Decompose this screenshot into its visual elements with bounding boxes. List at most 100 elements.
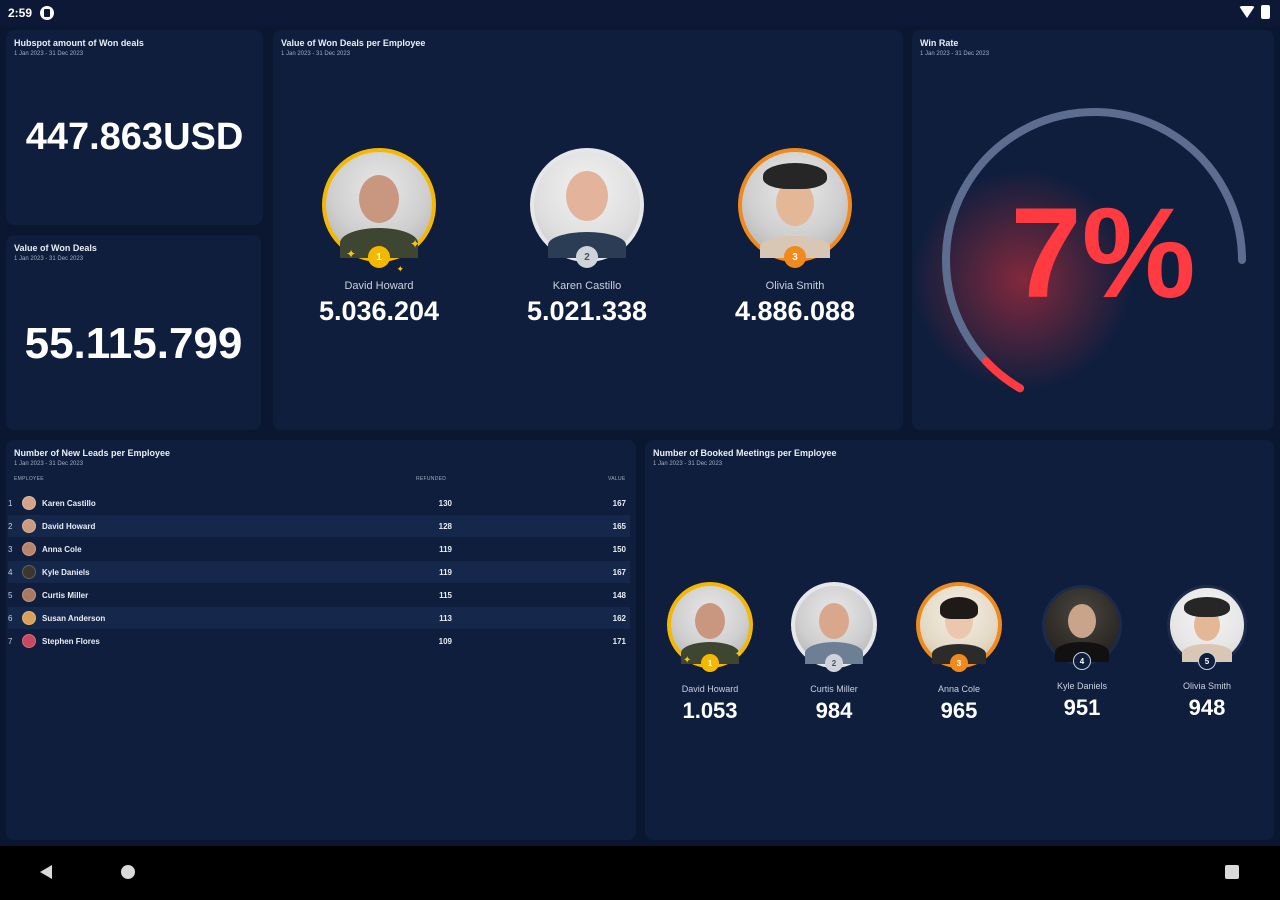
kpi-value: 55.115.799 <box>24 319 243 368</box>
row-employee-name: Stephen Flores <box>42 636 100 646</box>
row-value: 165 <box>612 521 626 531</box>
table-row[interactable]: 3 Anna Cole 119 150 <box>8 538 630 560</box>
hubspot-won-card: Hubspot amount of Won deals 1 Jan 2023 -… <box>6 30 263 225</box>
row-avatar <box>22 496 36 510</box>
person-name: Karen Castillo <box>552 280 622 292</box>
row-rank: 3 <box>8 544 13 554</box>
row-rank: 4 <box>8 567 13 577</box>
app-notification-icon <box>40 6 55 20</box>
avatar-face <box>1068 604 1096 639</box>
circle-home-icon[interactable] <box>121 865 135 879</box>
row-rank: 6 <box>8 613 13 623</box>
hair-shape <box>940 596 978 619</box>
person-name: Kyle Daniels <box>1056 681 1108 691</box>
gauge-track <box>942 108 1246 393</box>
gauge-fill <box>982 357 1024 393</box>
rank-badge: 3 <box>950 654 968 672</box>
triangle-back-icon[interactable] <box>40 865 52 879</box>
meetings-person-3[interactable]: 3 Anna Cole 965 <box>904 582 1014 724</box>
person-name: Olivia Smith <box>1182 681 1231 691</box>
square-recents-icon[interactable] <box>1225 865 1239 879</box>
avatar: 4 <box>1042 585 1122 670</box>
row-value: 171 <box>612 636 626 646</box>
avatar: 5 <box>1167 585 1247 670</box>
row-refunded: 115 <box>439 590 452 600</box>
row-employee-name: Susan Anderson <box>42 613 106 623</box>
meetings-person-4[interactable]: 4 Kyle Daniels 951 <box>1027 582 1137 721</box>
column-header-refunded: REFUNDED <box>416 476 447 482</box>
won-per-employee-card: Value of Won Deals per Employee 1 Jan 20… <box>273 30 903 430</box>
person-name: David Howard <box>344 280 414 292</box>
person-value: 1.053 <box>682 698 738 723</box>
column-header-employee: EMPLOYEE <box>14 476 44 482</box>
row-value: 162 <box>612 613 626 623</box>
card-subtitle: 1 Jan 2023 - 31 Dec 2023 <box>653 461 723 467</box>
row-avatar <box>22 565 36 579</box>
table-row[interactable]: 1 Karen Castillo 130 167 <box>8 492 630 514</box>
person-value: 948 <box>1188 695 1226 720</box>
row-refunded: 128 <box>438 521 452 531</box>
win-rate-card: Win Rate 1 Jan 2023 - 31 Dec 2023 7% <box>912 30 1274 430</box>
avatar: 3 <box>738 148 852 268</box>
row-employee-name: Curtis Miller <box>42 590 89 600</box>
card-subtitle: 1 Jan 2023 - 31 Dec 2023 <box>14 461 84 467</box>
podium-person-1[interactable]: 1 ✦ ✦ ✦ David Howard 5.036.204 <box>293 148 465 327</box>
rank-badge: 1 <box>368 246 390 268</box>
status-time: 2:59 <box>8 6 33 20</box>
row-employee-name: Kyle Daniels <box>42 567 90 577</box>
win-rate-value: 7% <box>1010 182 1196 325</box>
table-row[interactable]: 5 Curtis Miller 115 148 <box>8 584 630 606</box>
card-subtitle: 1 Jan 2023 - 31 Dec 2023 <box>920 51 990 57</box>
status-bar: 2:59 <box>0 0 1280 26</box>
row-employee-name: David Howard <box>42 521 96 531</box>
person-name: Curtis Miller <box>810 684 858 694</box>
row-value: 150 <box>612 544 626 554</box>
person-value: 984 <box>815 698 853 723</box>
rank-badge: 2 <box>825 654 843 672</box>
row-value: 167 <box>612 498 626 508</box>
win-rate-gauge <box>912 108 1246 393</box>
avatar-shoulders <box>681 642 739 664</box>
person-value: 951 <box>1063 695 1101 720</box>
podium-person-2[interactable]: 2 Karen Castillo 5.021.338 <box>501 148 673 327</box>
row-value: 148 <box>612 590 626 600</box>
sparkle-icon: ✦ <box>409 237 420 251</box>
row-avatar <box>22 634 36 648</box>
kpi-value: 447.863USD <box>25 116 244 158</box>
rank-badge: 1 <box>701 654 719 672</box>
card-title: Value of Won Deals <box>14 243 97 253</box>
table-row[interactable]: 7 Stephen Flores 109 171 <box>8 630 630 652</box>
card-title: Value of Won Deals per Employee <box>281 38 426 48</box>
rank-badge: 3 <box>784 246 806 268</box>
value-won-card: Value of Won Deals 1 Jan 2023 - 31 Dec 2… <box>6 235 261 430</box>
rank-badge: 4 <box>1073 652 1091 670</box>
battery-icon <box>1261 5 1270 19</box>
row-employee-name: Karen Castillo <box>42 498 96 508</box>
sparkle-icon: ✦ <box>683 655 692 666</box>
avatar: 1 ✦ ✦ ✦ <box>322 148 436 274</box>
row-avatar <box>22 542 36 556</box>
meetings-person-5[interactable]: 5 Olivia Smith 948 <box>1152 582 1262 721</box>
meetings-person-2[interactable]: 2 Curtis Miller 984 <box>779 582 889 724</box>
meetings-person-1[interactable]: 1 ✦ ✦ David Howard 1.053 <box>655 582 765 724</box>
column-header-value: VALUE <box>608 476 626 482</box>
table-row[interactable]: 4 Kyle Daniels 119 167 <box>8 561 630 583</box>
avatar-face <box>566 171 608 222</box>
hat-shape <box>1184 596 1230 617</box>
avatar-shoulders <box>805 642 863 664</box>
row-rank: 2 <box>8 521 13 531</box>
row-refunded: 119 <box>439 544 452 554</box>
person-name: Anna Cole <box>937 684 981 694</box>
row-rank: 1 <box>8 498 13 508</box>
sparkle-icon: ✦ <box>346 247 357 261</box>
row-employee-name: Anna Cole <box>42 544 82 554</box>
table-row[interactable]: 6 Susan Anderson 113 162 <box>8 607 630 629</box>
table-row[interactable]: 2 David Howard 128 165 <box>8 515 630 537</box>
card-subtitle: 1 Jan 2023 - 31 Dec 2023 <box>14 256 84 262</box>
podium-person-3[interactable]: 3 Olivia Smith 4.886.088 <box>709 148 881 327</box>
person-name: Olivia Smith <box>765 280 825 292</box>
card-subtitle: 1 Jan 2023 - 31 Dec 2023 <box>281 51 351 57</box>
rank-badge: 5 <box>1198 652 1216 670</box>
card-subtitle: 1 Jan 2023 - 31 Dec 2023 <box>14 51 84 57</box>
card-title: Win Rate <box>920 38 959 48</box>
